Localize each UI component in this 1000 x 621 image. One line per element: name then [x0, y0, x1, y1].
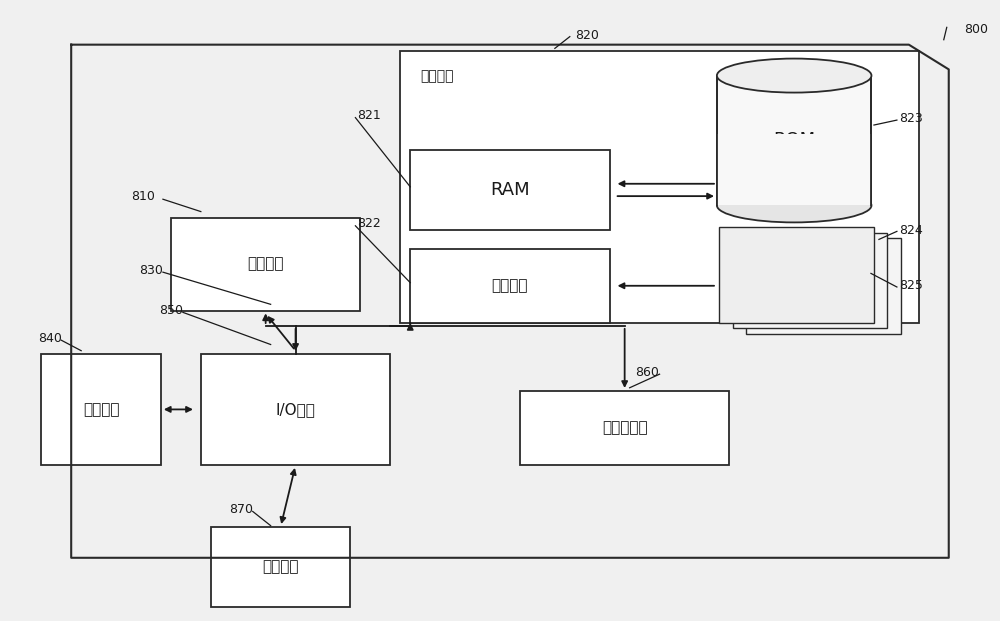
Text: I/O接口: I/O接口	[276, 402, 316, 417]
Ellipse shape	[717, 58, 871, 93]
Bar	[717, 134, 871, 206]
Text: ROM: ROM	[773, 132, 815, 150]
Bar	[201, 354, 390, 465]
Text: 870: 870	[229, 503, 253, 516]
Ellipse shape	[717, 188, 871, 222]
Text: 830: 830	[139, 264, 163, 277]
Text: 网络适配器: 网络适配器	[602, 420, 647, 435]
Bar	[733, 233, 887, 329]
Text: 824: 824	[899, 224, 923, 237]
Text: 高速缓存: 高速缓存	[492, 278, 528, 293]
Bar	[211, 527, 350, 607]
Text: 821: 821	[357, 109, 381, 122]
Text: 840: 840	[38, 332, 62, 345]
Bar	[400, 51, 919, 323]
Bar	[410, 248, 610, 323]
Bar	[719, 227, 874, 323]
Text: 822: 822	[357, 217, 381, 230]
Text: 播放单元: 播放单元	[83, 402, 119, 417]
Text: 825: 825	[899, 279, 923, 292]
Text: 850: 850	[159, 304, 183, 317]
Text: 800: 800	[964, 23, 988, 36]
Text: 外部设备: 外部设备	[262, 560, 299, 574]
Text: 823: 823	[899, 112, 923, 125]
Bar	[717, 76, 871, 206]
Bar	[171, 218, 360, 310]
Bar	[41, 354, 161, 465]
Text: 860: 860	[635, 366, 658, 379]
Text: 存储单元: 存储单元	[420, 70, 454, 83]
Bar	[520, 391, 729, 465]
Text: 810: 810	[131, 189, 155, 202]
Text: 处理单元: 处理单元	[247, 256, 284, 271]
Text: RAM: RAM	[490, 181, 530, 199]
Bar	[410, 150, 610, 230]
Bar	[746, 238, 901, 334]
Text: 820: 820	[575, 29, 599, 42]
